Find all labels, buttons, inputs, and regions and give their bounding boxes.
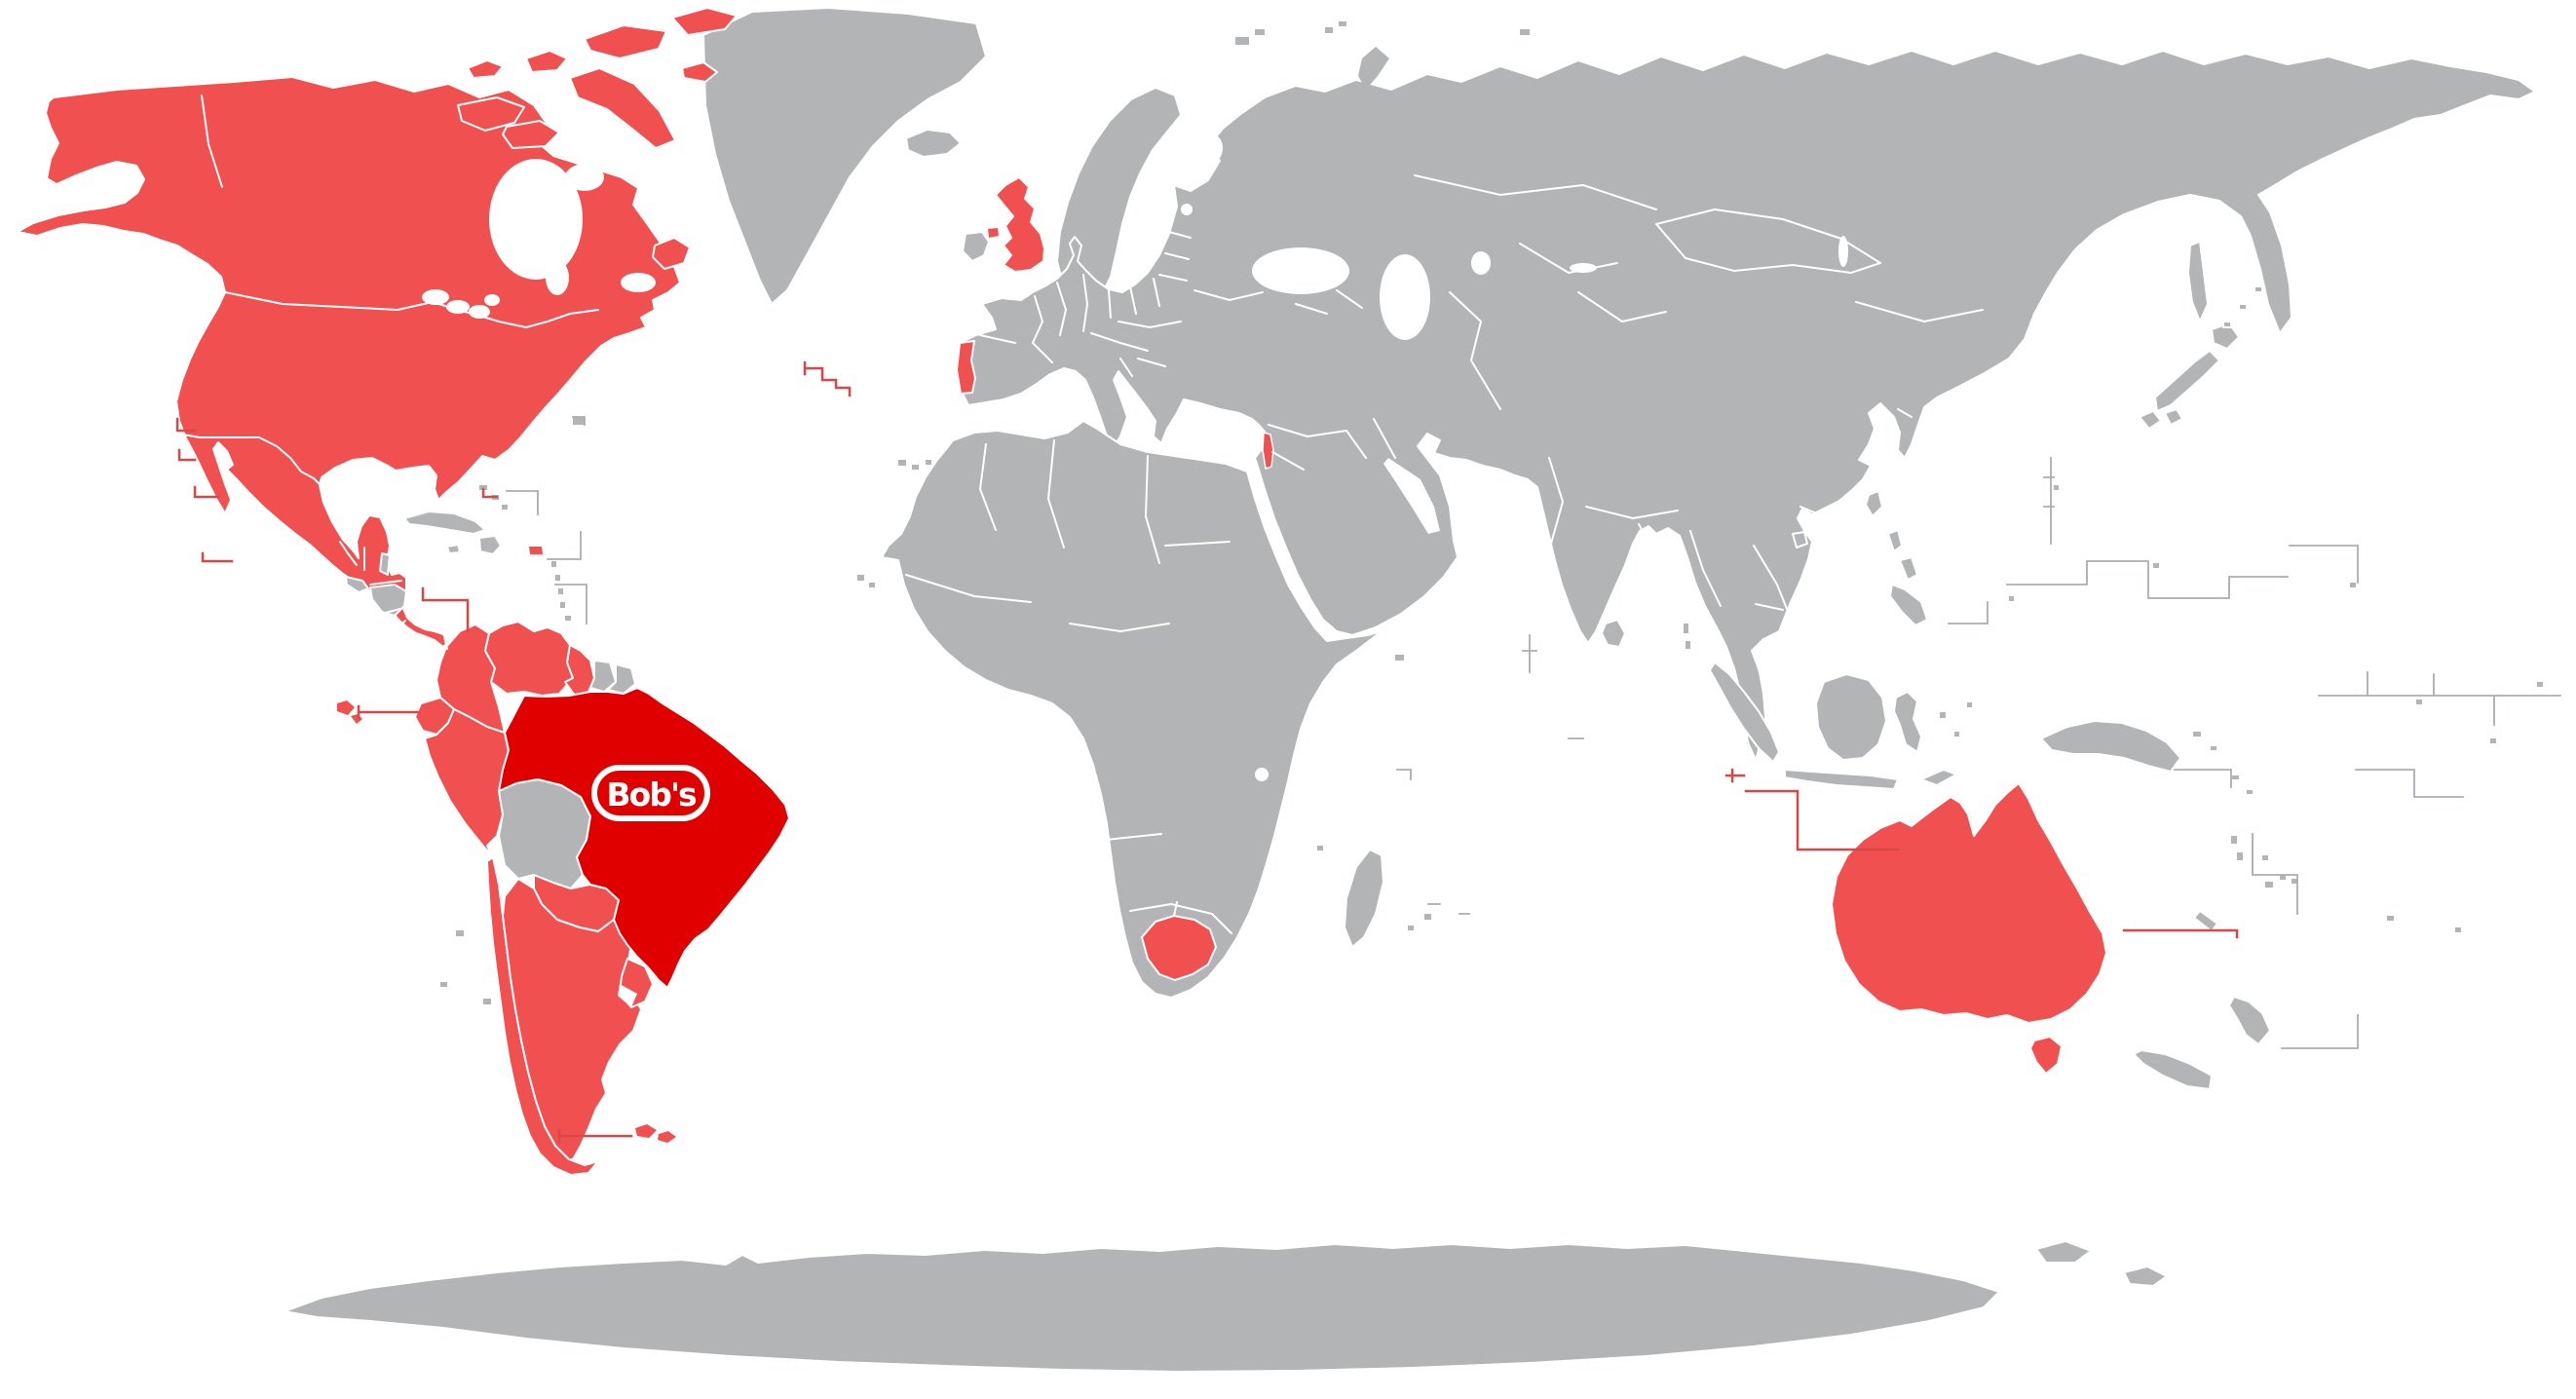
gray-land-group xyxy=(284,7,2543,1373)
region-jamaica xyxy=(446,544,461,554)
rio-de-la-plata xyxy=(618,984,637,1007)
region-sri-lanka xyxy=(1601,619,1626,648)
region-portugal xyxy=(956,340,976,395)
region-taiwan xyxy=(1865,490,1883,517)
region-newfoundland xyxy=(652,237,691,270)
border-us-mexico xyxy=(170,432,322,487)
region-sakhalin-kurils xyxy=(2187,241,2263,328)
bobs-logo: Bob's xyxy=(591,765,710,821)
leader-maldives xyxy=(1522,634,1537,673)
great-lake-huron xyxy=(484,294,500,306)
leader-mexico-pacific-islands xyxy=(175,417,234,563)
persian-gulf xyxy=(1383,458,1440,534)
leader-norfolk-island xyxy=(2122,928,2239,939)
leader-fiji-vanuatu xyxy=(2252,833,2298,915)
region-new-guinea xyxy=(2040,720,2254,796)
region-belize xyxy=(379,552,391,576)
lake-baikal xyxy=(1838,236,1848,267)
region-ireland xyxy=(962,231,990,262)
region-greenland xyxy=(702,7,987,305)
region-bolivia xyxy=(498,778,591,889)
leader-christmas-cocos xyxy=(1724,768,1900,851)
leader-falklands xyxy=(557,1128,633,1144)
leader-galapagos xyxy=(357,704,421,720)
lake-victoria xyxy=(1255,768,1269,781)
region-hispaniola xyxy=(478,535,502,555)
region-galapagos xyxy=(337,700,362,724)
great-lake-michigan xyxy=(446,300,470,314)
caribbean-small-islands xyxy=(479,485,571,621)
region-indonesia xyxy=(1709,662,1974,790)
region-nicaragua xyxy=(369,584,407,617)
water-overlays xyxy=(422,134,1848,1007)
border-south-asia xyxy=(1548,408,1913,615)
james-bay xyxy=(546,260,569,295)
region-madagascar xyxy=(1344,849,1384,948)
bobs-logo-text: Bob's xyxy=(606,775,697,813)
region-scandinavia xyxy=(1056,87,1182,298)
region-puerto-rico xyxy=(529,547,543,554)
border-central-asia xyxy=(1414,174,1984,322)
aral-sea xyxy=(1471,251,1491,275)
leader-polynesia xyxy=(2318,671,2561,726)
region-united-kingdom xyxy=(986,176,1045,273)
region-philippines xyxy=(1887,529,1928,626)
region-antarctica xyxy=(284,1240,2168,1373)
leader-solomons xyxy=(2174,769,2232,788)
leader-florida-keys xyxy=(481,487,499,499)
region-eurasia xyxy=(959,50,2536,761)
great-lake-superior xyxy=(422,289,449,305)
bobs-logo-pill xyxy=(591,765,710,821)
region-israel xyxy=(1262,432,1274,470)
leader-san-andres xyxy=(421,586,470,633)
leader-marshall-islands xyxy=(2289,545,2359,584)
region-south-africa-highlight xyxy=(1141,915,1217,981)
leader-caribbean xyxy=(506,490,587,624)
region-canadian-arctic-islands xyxy=(457,7,738,149)
border-alaska-canada xyxy=(201,95,223,188)
leader-marianas xyxy=(2043,457,2055,545)
map-layers xyxy=(17,7,2543,1373)
region-tasmania xyxy=(2029,1036,2063,1075)
region-venezuela xyxy=(484,621,574,697)
region-brazil xyxy=(498,687,790,989)
border-europe xyxy=(979,199,1264,377)
region-cuba xyxy=(403,510,486,535)
region-africa xyxy=(881,420,1383,999)
border-africa xyxy=(905,439,1232,934)
black-sea xyxy=(1252,247,1349,294)
leader-samoa-tuvalu xyxy=(2355,769,2464,798)
region-argentina xyxy=(502,878,642,1160)
leader-indian-ocean xyxy=(1396,737,1584,915)
border-central-america xyxy=(339,541,448,650)
region-colombia xyxy=(436,624,506,734)
region-falklands xyxy=(635,1124,676,1143)
internal-borders xyxy=(170,95,1984,934)
white-sea xyxy=(1203,134,1223,162)
region-arctic-russia-islands xyxy=(1235,21,1530,90)
gray-leader-lines xyxy=(506,416,2561,1049)
red-leader-lines xyxy=(175,360,2239,1144)
foxe-basin xyxy=(565,164,604,191)
region-australia xyxy=(1831,782,2107,1024)
caspian-sea xyxy=(1380,254,1430,340)
leader-bermuda xyxy=(572,416,586,426)
hudson-bay xyxy=(489,159,583,280)
region-hainan xyxy=(1792,531,1808,548)
region-iceland xyxy=(905,129,962,158)
border-middle-east xyxy=(1268,289,1501,471)
leader-micronesia xyxy=(1948,560,2289,624)
lake-ladoga xyxy=(1181,204,1193,215)
gulf-of-st-lawrence xyxy=(621,273,656,292)
leader-near-new-zealand xyxy=(2281,1014,2359,1049)
region-japan xyxy=(2139,322,2240,430)
border-us-canada xyxy=(224,291,599,328)
region-el-salvador xyxy=(345,576,369,593)
leader-azores-madeira xyxy=(803,360,852,397)
